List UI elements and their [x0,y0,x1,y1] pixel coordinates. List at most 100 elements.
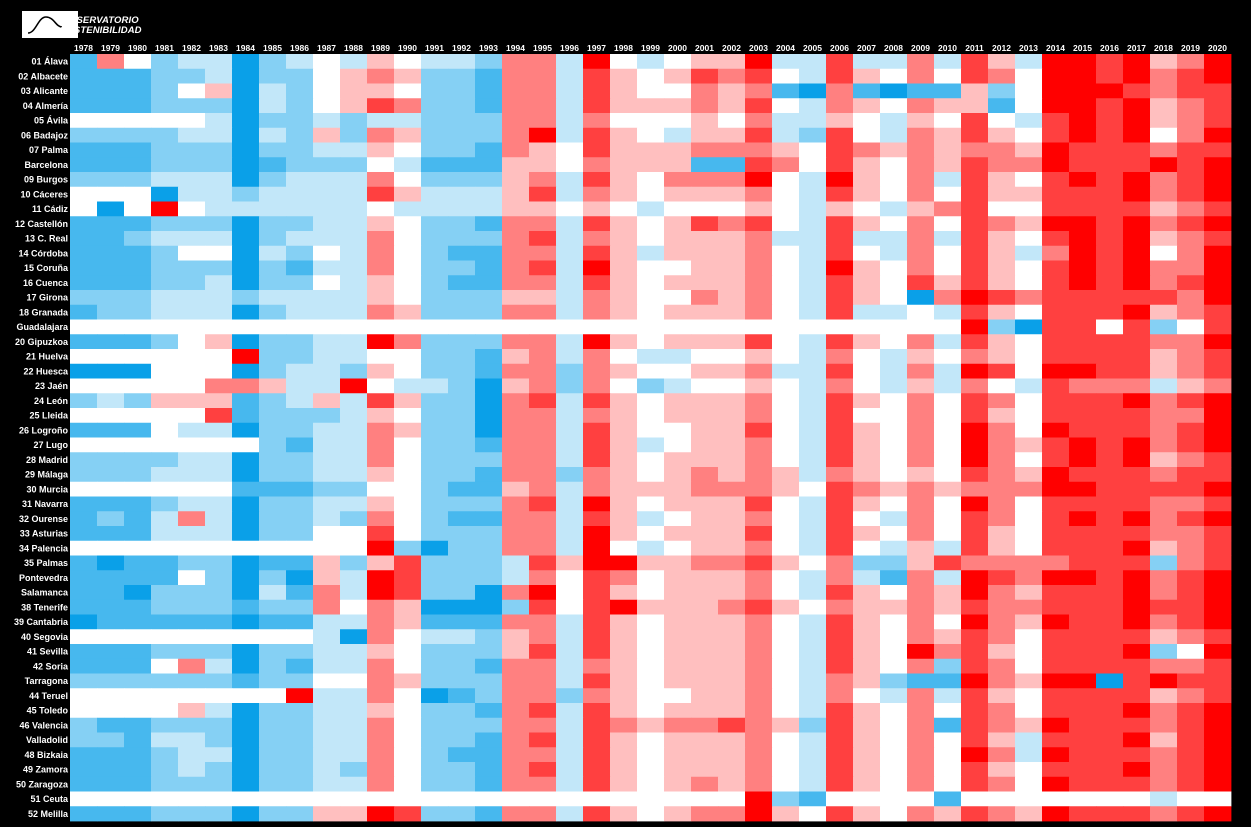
heatmap-cell [1096,142,1124,158]
heatmap-cell [205,599,233,615]
heatmap-cell [1150,393,1178,409]
heatmap-cell [97,776,125,792]
heatmap-cell [637,98,665,114]
y-tick-label: 50 Zaragoza [16,779,69,789]
heatmap-cell [853,732,881,748]
heatmap-cell [1069,747,1097,763]
heatmap-cell [1069,245,1097,261]
heatmap-cell [124,614,152,630]
heatmap-cell [826,378,854,394]
heatmap-cell [988,614,1016,630]
heatmap-cell [1015,526,1043,542]
heatmap-cell [880,378,908,394]
heatmap-cell [1042,614,1070,630]
heatmap-cell [718,791,746,807]
heatmap-cell [448,555,476,571]
heatmap-cell [718,732,746,748]
heatmap-cell [124,54,152,70]
heatmap-cell [799,614,827,630]
heatmap-cell [124,570,152,586]
heatmap-cell [799,127,827,143]
heatmap-cell [583,157,611,173]
heatmap-cell [1123,245,1151,261]
heatmap-cell [907,481,935,497]
heatmap-cell [340,260,368,276]
heatmap-cell [583,127,611,143]
heatmap-cell [934,260,962,276]
heatmap-cell [70,481,98,497]
heatmap-cell [745,378,773,394]
heatmap-cell [232,186,260,202]
heatmap-cell [340,806,368,822]
heatmap-cell [880,540,908,556]
heatmap-cell [286,570,314,586]
heatmap-cell [718,216,746,232]
heatmap-cell [70,113,98,129]
heatmap-cell [1177,319,1205,335]
heatmap-cell [70,452,98,468]
heatmap-cell [1069,363,1097,379]
heatmap-cell [97,349,125,365]
heatmap-cell [70,231,98,247]
heatmap-cell [232,791,260,807]
heatmap-cell [961,349,989,365]
heatmap-cell [1015,363,1043,379]
heatmap-cell [1069,806,1097,822]
heatmap-cell [97,245,125,261]
heatmap-cell [1096,776,1124,792]
heatmap-cell [880,570,908,586]
heatmap-cell [1204,540,1232,556]
heatmap-cell [313,319,341,335]
heatmap-cell [907,349,935,365]
heatmap-cell [799,216,827,232]
heatmap-cell [1015,275,1043,291]
heatmap-cell [1204,467,1232,483]
heatmap-cell [529,245,557,261]
heatmap-cell [97,511,125,527]
heatmap-cell [1015,717,1043,733]
heatmap-cell [286,688,314,704]
heatmap-cell [961,673,989,689]
heatmap-cell [1150,231,1178,247]
heatmap-cell [1015,216,1043,232]
heatmap-cell [367,481,395,497]
heatmap-cell [313,231,341,247]
heatmap-cell [853,319,881,335]
heatmap-cell [151,496,179,512]
heatmap-cell [907,614,935,630]
heatmap-cell [853,98,881,114]
heatmap-cell [1123,54,1151,70]
heatmap-cell [583,747,611,763]
heatmap-cell [961,83,989,99]
heatmap-cell [556,673,584,689]
heatmap-cell [745,570,773,586]
heatmap-cell [124,555,152,571]
heatmap-cell [1204,703,1232,719]
heatmap-cell [934,157,962,173]
heatmap-cell [1069,275,1097,291]
heatmap-cell [232,83,260,99]
heatmap-cell [124,393,152,409]
heatmap-cell [745,629,773,645]
heatmap-cell [745,806,773,822]
heatmap-cell [826,481,854,497]
heatmap-cell [151,762,179,778]
heatmap-cell [178,688,206,704]
heatmap-cell [529,467,557,483]
y-tick-label: 15 Coruña [24,263,69,273]
heatmap-cell [1096,570,1124,586]
heatmap-cell [1042,68,1070,84]
heatmap-cell [124,260,152,276]
heatmap-cell [1042,113,1070,129]
heatmap-cell [259,201,287,217]
heatmap-cell [718,629,746,645]
heatmap-cell [826,334,854,350]
heatmap-cell [1096,658,1124,674]
heatmap-cell [637,658,665,674]
heatmap-cell [1204,762,1232,778]
heatmap-cell [502,526,530,542]
heatmap-cell [448,467,476,483]
x-tick-label: 1991 [425,43,444,53]
heatmap-cell [205,717,233,733]
heatmap-cell [880,260,908,276]
